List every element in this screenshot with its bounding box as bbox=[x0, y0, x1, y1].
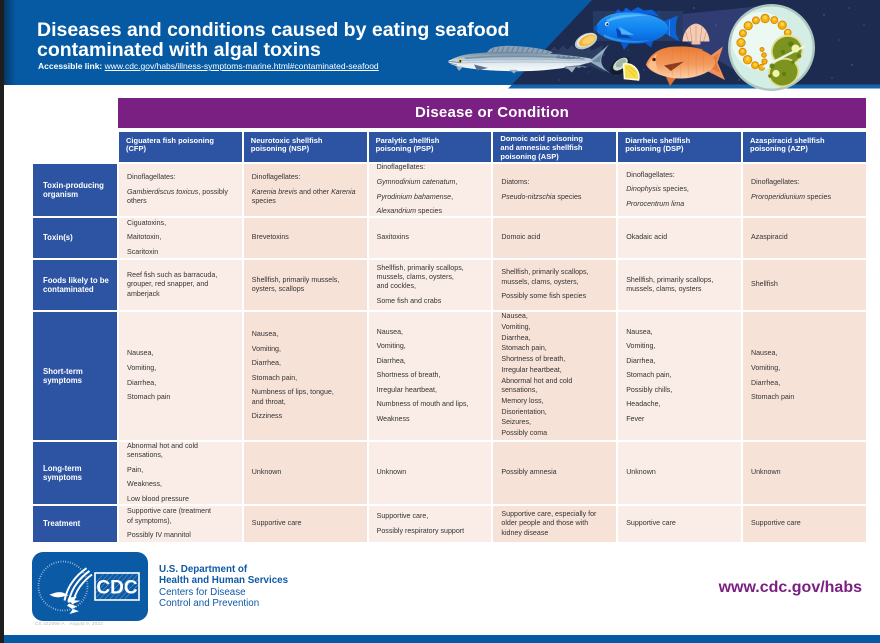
svg-text:CDC: CDC bbox=[96, 578, 137, 599]
